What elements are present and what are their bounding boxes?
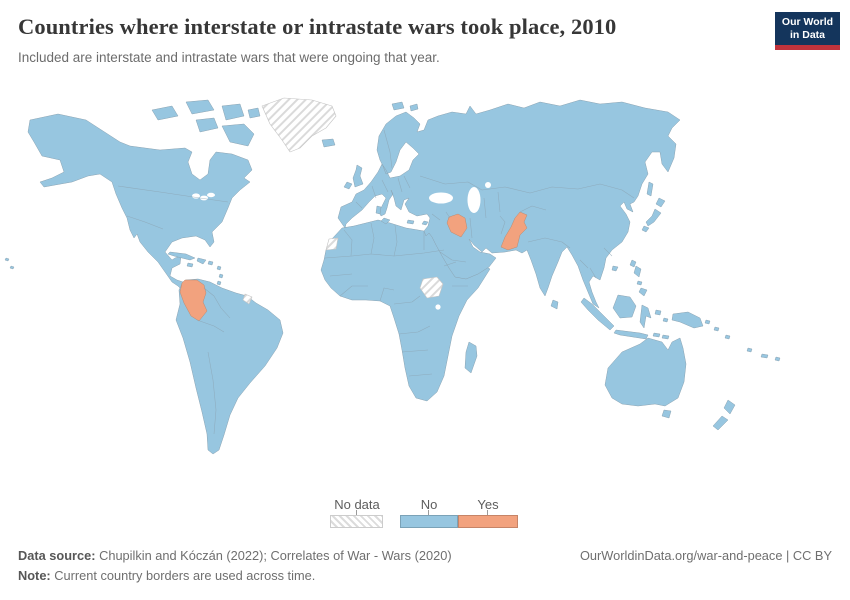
legend-swatch-no-data[interactable] bbox=[330, 515, 383, 528]
australia-region[interactable] bbox=[604, 337, 687, 407]
black-sea bbox=[429, 192, 453, 204]
sri-lanka-region[interactable] bbox=[550, 299, 559, 310]
legend-tick-no-data bbox=[356, 510, 357, 515]
western-sahara-region[interactable] bbox=[325, 237, 339, 251]
taiwan-hainan-islands[interactable] bbox=[611, 259, 637, 272]
legend-label-no-data: No data bbox=[334, 497, 380, 512]
colombia-region[interactable] bbox=[179, 279, 208, 322]
new-guinea-region[interactable] bbox=[671, 311, 704, 329]
world-map[interactable] bbox=[0, 90, 850, 490]
south-america-region[interactable] bbox=[175, 278, 284, 455]
legend-label-no: No bbox=[420, 497, 438, 512]
mediterranean-islands[interactable] bbox=[375, 205, 429, 226]
iraq-region[interactable] bbox=[446, 213, 468, 238]
owid-logo-line1: Our World bbox=[781, 16, 834, 28]
madagascar-region[interactable] bbox=[464, 341, 478, 374]
legend-tick-no bbox=[428, 510, 429, 515]
uk-region[interactable] bbox=[352, 164, 364, 188]
note-label: Note: bbox=[18, 568, 51, 583]
legend-swatch-yes[interactable] bbox=[458, 515, 518, 528]
pacific-islands[interactable] bbox=[4, 257, 781, 362]
north-america-region[interactable] bbox=[27, 113, 253, 293]
note-line: Note: Current country borders are used a… bbox=[18, 568, 315, 583]
south-sudan-region[interactable] bbox=[419, 276, 444, 299]
japan-region[interactable] bbox=[641, 197, 666, 233]
data-source-text: Chupilkin and Kóczán (2022); Correlates … bbox=[95, 548, 452, 563]
note-text: Current country borders are used across … bbox=[50, 568, 316, 583]
country-borders bbox=[117, 129, 635, 435]
owid-logo-line2: in Data bbox=[789, 28, 825, 41]
data-source-label: Data source: bbox=[18, 548, 96, 563]
legend-label-yes: Yes bbox=[477, 497, 499, 512]
tasmania-region[interactable] bbox=[661, 409, 672, 419]
owid-logo[interactable]: Our World in Data bbox=[775, 12, 840, 50]
arctic-islands[interactable] bbox=[151, 99, 261, 147]
owid-logo-accent-bar bbox=[775, 45, 840, 50]
credit-link[interactable]: OurWorldinData.org/war-and-peace | CC BY bbox=[579, 548, 832, 563]
new-zealand-region[interactable] bbox=[712, 399, 736, 431]
eurasia-region[interactable] bbox=[337, 99, 681, 309]
ireland-region[interactable] bbox=[343, 181, 353, 190]
svalbard-islands[interactable] bbox=[391, 101, 419, 112]
aral-sea bbox=[485, 182, 491, 188]
sakhalin-region[interactable] bbox=[646, 181, 654, 197]
legend-swatch-no[interactable] bbox=[400, 515, 458, 528]
philippines-region[interactable] bbox=[633, 265, 648, 297]
legend-tick-yes bbox=[487, 510, 488, 515]
iceland-region[interactable] bbox=[321, 138, 336, 148]
greenland-region[interactable] bbox=[261, 97, 337, 153]
pakistan-region[interactable] bbox=[500, 211, 528, 251]
page-title: Countries where interstate or intrastate… bbox=[18, 14, 617, 39]
owid-logo-box: Our World in Data bbox=[775, 12, 840, 45]
indonesia-region[interactable] bbox=[580, 294, 670, 340]
caspian-sea bbox=[467, 187, 481, 213]
page-subtitle: Included are interstate and intrastate w… bbox=[18, 50, 440, 65]
caribbean-islands[interactable] bbox=[167, 251, 224, 286]
data-source-line: Data source: Chupilkin and Kóczán (2022)… bbox=[18, 548, 452, 563]
french-guiana-region[interactable] bbox=[242, 293, 253, 305]
